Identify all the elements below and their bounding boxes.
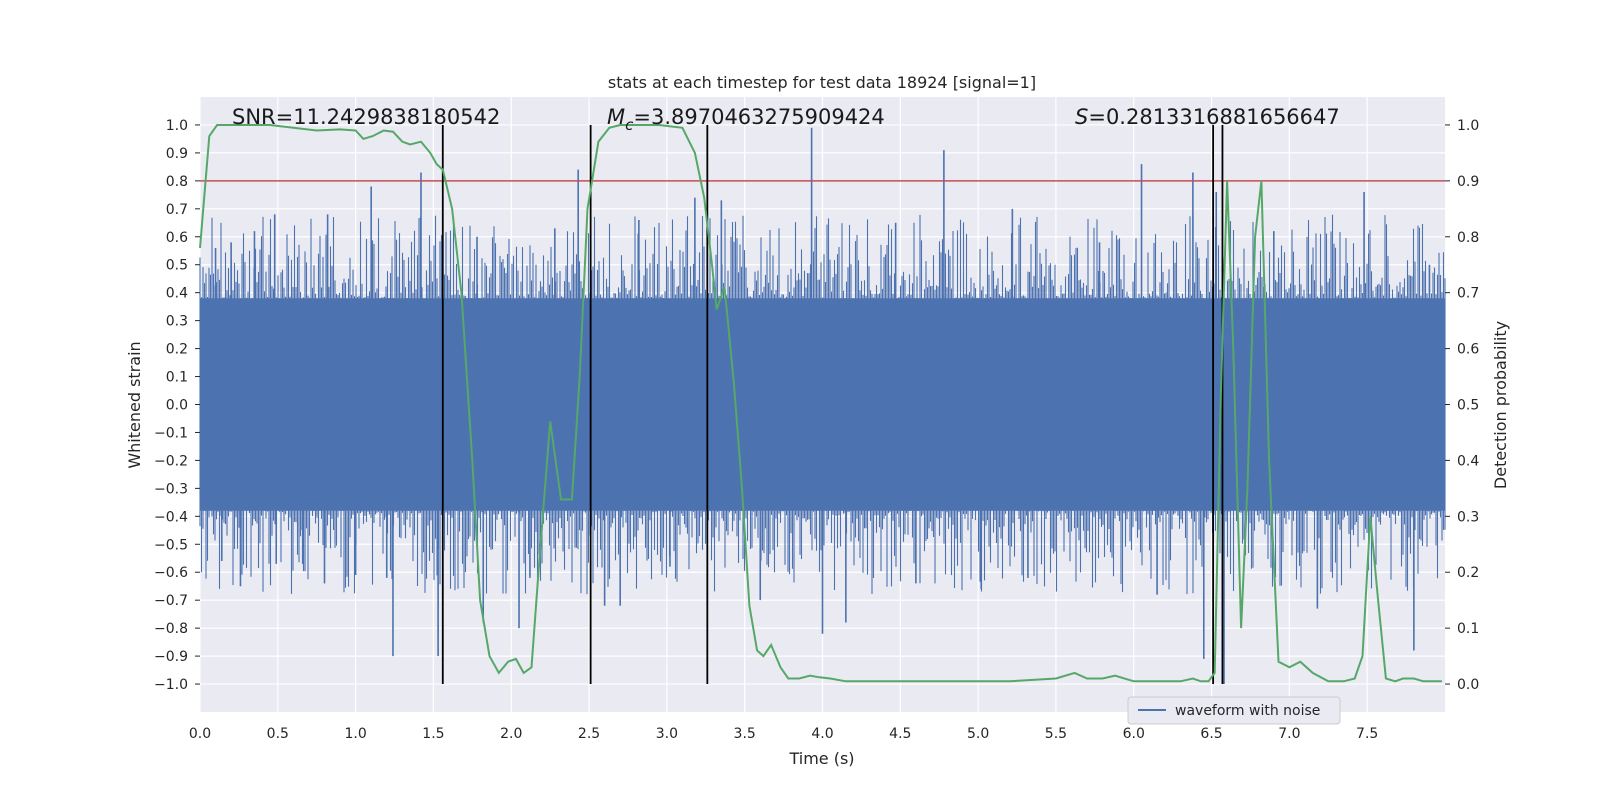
- y-right-tick-label: 0.1: [1457, 621, 1479, 637]
- y-left-tick-label: −1.0: [154, 677, 188, 693]
- x-tick-label: 1.5: [422, 726, 444, 742]
- x-tick-label: 5.0: [967, 726, 989, 742]
- x-tick-label: 2.5: [578, 726, 600, 742]
- x-tick-label: 4.0: [811, 726, 833, 742]
- y-right-tick-label: 0.9: [1457, 174, 1479, 190]
- y-left-tick-label: 0.3: [166, 314, 188, 330]
- y-left-tick-label: 0.7: [166, 202, 188, 218]
- y-left-tick-label: −0.3: [154, 481, 188, 497]
- y-right-tick-label: 0.5: [1457, 398, 1479, 414]
- waveform-noise: [199, 214, 1446, 595]
- chart-title: stats at each timestep for test data 189…: [608, 73, 1036, 92]
- y-left-axis-ticks: 1.0 0.9 0.8 0.7 0.6 0.5 0.4 0.3 0.2 0.1 0.0 −0.1 −0.…: [154, 118, 200, 693]
- y-left-tick-label: −0.4: [154, 509, 188, 525]
- x-tick-label: 6.0: [1123, 726, 1145, 742]
- y-right-axis-ticks: 1.0 0.9 0.8 0.7 0.6 0.5 0.4 0.3 0.2 0.1 0.0: [1445, 118, 1479, 693]
- y-left-tick-label: 0.2: [166, 342, 188, 358]
- x-axis-ticks: 0.0 0.5 1.0 1.5 2.0 2.5 3.0 3.5 4.0 4.5 5.0 5.5 6.0 6…: [189, 726, 1378, 742]
- y-right-tick-label: 0.7: [1457, 286, 1479, 302]
- y-right-tick-label: 0.4: [1457, 453, 1479, 469]
- y-right-tick-label: 0.3: [1457, 509, 1479, 525]
- y-axis-label-left: Whitened strain: [125, 341, 144, 468]
- x-tick-label: 4.5: [889, 726, 911, 742]
- x-tick-label: 0.5: [267, 726, 289, 742]
- y-left-tick-label: −0.1: [154, 425, 188, 441]
- y-left-tick-label: 0.8: [166, 174, 188, 190]
- y-left-tick-label: −0.8: [154, 621, 188, 637]
- y-left-tick-label: −0.9: [154, 649, 188, 665]
- s-annotation: S=0.2813316881656647: [1075, 105, 1340, 129]
- y-left-tick-label: 0.6: [166, 230, 188, 246]
- legend-label: waveform with noise: [1175, 703, 1320, 719]
- x-tick-label: 0.0: [189, 726, 211, 742]
- y-left-tick-label: 0.5: [166, 258, 188, 274]
- x-tick-label: 1.0: [344, 726, 366, 742]
- detection-probability-line: [199, 124, 1442, 683]
- y-left-tick-label: −0.6: [154, 565, 188, 581]
- chirp-mass-subscript: c: [625, 116, 634, 134]
- x-tick-label: 5.5: [1045, 726, 1067, 742]
- x-tick-label: 7.5: [1356, 726, 1378, 742]
- snr-annotation: SNR=11.2429838180542: [232, 105, 500, 129]
- y-right-tick-label: 0.8: [1457, 230, 1479, 246]
- y-right-tick-label: 0.6: [1457, 342, 1479, 358]
- x-tick-label: 3.5: [734, 726, 756, 742]
- x-tick-label: 6.5: [1200, 726, 1222, 742]
- legend: waveform with noise: [1127, 696, 1341, 725]
- y-left-tick-label: 0.4: [166, 286, 188, 302]
- y-right-tick-label: 1.0: [1457, 118, 1479, 134]
- y-left-tick-label: −0.2: [154, 453, 188, 469]
- chirp-mass-value: =3.8970463275909424: [633, 105, 884, 129]
- x-tick-label: 2.0: [500, 726, 522, 742]
- y-axis-label-right: Detection probability: [1491, 321, 1510, 489]
- y-left-tick-label: 0.0: [166, 398, 188, 414]
- x-tick-label: 7.0: [1278, 726, 1300, 742]
- s-symbol: S: [1075, 105, 1088, 129]
- s-value: =0.2813316881656647: [1088, 105, 1339, 129]
- y-right-tick-label: 0.2: [1457, 565, 1479, 581]
- legend-box: [1127, 696, 1341, 725]
- chirp-mass-annotation: Mc=3.8970463275909424: [607, 105, 885, 134]
- x-tick-label: 3.0: [656, 726, 678, 742]
- x-axis-label: Time (s): [788, 749, 854, 768]
- y-left-tick-label: 0.9: [166, 146, 188, 162]
- y-left-tick-label: −0.7: [154, 593, 188, 609]
- y-left-tick-label: −0.5: [154, 537, 188, 553]
- chirp-mass-symbol: M: [607, 105, 625, 129]
- y-left-tick-label: 1.0: [166, 118, 188, 134]
- y-right-tick-label: 0.0: [1457, 677, 1479, 693]
- y-left-tick-label: 0.1: [166, 370, 188, 386]
